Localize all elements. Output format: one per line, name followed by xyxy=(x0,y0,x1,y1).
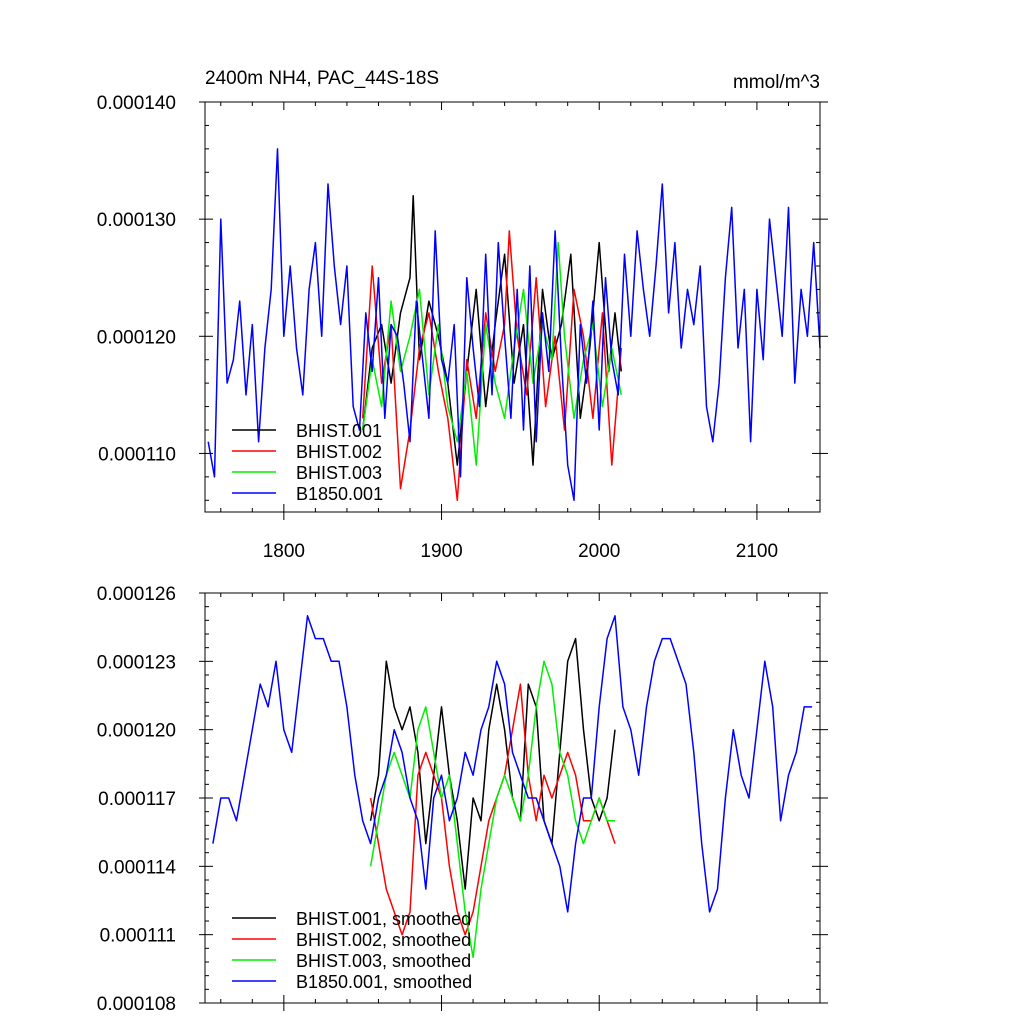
top-y-tick-label: 0.000130 xyxy=(97,210,176,231)
bottom-legend-label: BHIST.002, smoothed xyxy=(296,930,471,950)
top-legend-label: BHIST.002 xyxy=(296,442,382,462)
bottom-y-tick-label: 0.000120 xyxy=(97,721,176,742)
bottom-series-line-3 xyxy=(369,660,615,959)
bottom-axes-layer: 0.000108 0.000111 0.000114 0.000117 0.000120… xyxy=(97,584,828,1015)
bottom-y-tick-label: 0.000117 xyxy=(98,789,176,810)
bottom-series-line-1 xyxy=(369,637,616,890)
bottom-series-line-4 xyxy=(212,615,813,913)
top-x-tick-label: 1800 xyxy=(263,541,305,562)
top-axes-layer: 1800 1900 2000 2100 0.000110 0.000120 0.000130… xyxy=(97,93,828,562)
top-panel: 2400m NH4, PAC_44S-18S mmol/m^3 1800 1900… xyxy=(97,68,828,562)
top-x-tick-label: 2100 xyxy=(736,541,778,562)
bottom-series-layer xyxy=(212,615,813,959)
top-x-tick-label: 2000 xyxy=(578,541,620,562)
top-series-line-2 xyxy=(361,230,623,502)
bottom-legend-label: BHIST.003, smoothed xyxy=(296,951,471,971)
bottom-y-tick-label: 0.000123 xyxy=(97,652,176,673)
bottom-y-tick-label: 0.000111 xyxy=(100,926,176,947)
top-chart-units: mmol/m^3 xyxy=(733,72,820,93)
bottom-series-line-2 xyxy=(369,683,616,936)
top-legend-label: BHIST.001 xyxy=(296,421,382,441)
top-y-tick-label: 0.000140 xyxy=(97,93,176,114)
top-legend-label: B1850.001 xyxy=(296,484,383,504)
bottom-panel: 0.000108 0.000111 0.000114 0.000117 0.000120… xyxy=(97,584,828,1015)
top-y-tick-label: 0.000120 xyxy=(97,327,176,348)
top-series-line-4 xyxy=(207,148,821,502)
bottom-y-tick-label: 0.000114 xyxy=(98,857,176,878)
bottom-y-tick-label: 0.000108 xyxy=(97,994,176,1015)
top-plot-frame xyxy=(204,101,821,513)
bottom-y-tick-label: 0.000126 xyxy=(97,584,176,605)
top-x-tick-label: 1900 xyxy=(420,541,462,562)
bottom-legend-label: BHIST.001, smoothed xyxy=(296,909,471,929)
top-legend-label: BHIST.003 xyxy=(296,463,382,483)
bottom-legend-label: B1850.001, smoothed xyxy=(296,972,472,992)
top-y-tick-label: 0.000110 xyxy=(98,444,176,465)
top-series-layer xyxy=(207,148,821,502)
top-chart-title: 2400m NH4, PAC_44S-18S xyxy=(205,68,439,89)
